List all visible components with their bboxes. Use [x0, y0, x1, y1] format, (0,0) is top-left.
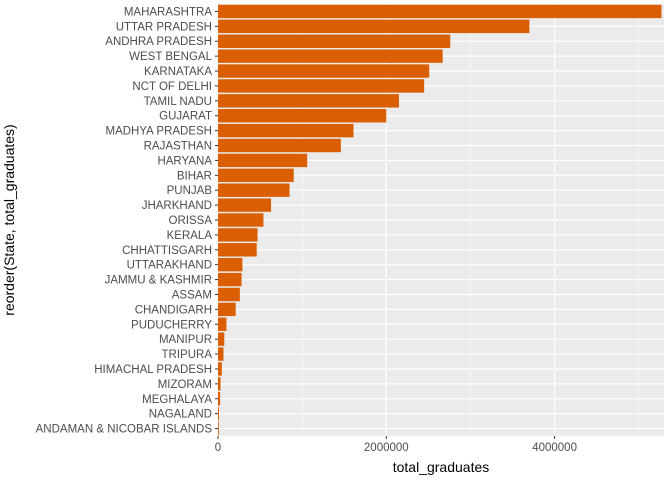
y-tick-label: ANDHRA PRADESH [105, 36, 212, 48]
y-tick-label: HARYANA [157, 155, 212, 167]
bar [218, 317, 227, 331]
bar [218, 183, 290, 197]
y-tick-label: PUNJAB [167, 185, 213, 197]
x-tick-label: 4000000 [532, 442, 577, 454]
y-tick-label: PUDUCHERRY [131, 319, 212, 331]
y-tick-label: NAGALAND [149, 409, 212, 421]
bar [218, 49, 443, 63]
bar [218, 94, 399, 108]
bar [218, 213, 264, 227]
bar [218, 34, 451, 48]
y-tick-label: MANIPUR [159, 334, 212, 346]
y-tick-label: TRIPURA [162, 349, 213, 361]
y-tick-label: RAJASTHAN [144, 141, 212, 153]
bars [218, 4, 662, 436]
y-tick-label: TAMIL NADU [144, 96, 212, 108]
bar [218, 168, 294, 183]
bar [218, 109, 387, 123]
y-tick-label: ORISSA [169, 215, 213, 227]
y-tick-label: UTTAR PRADESH [116, 21, 212, 33]
bar [218, 257, 243, 272]
bar [218, 332, 225, 346]
y-tick-label: ANDAMAN & NICOBAR ISLANDS [36, 424, 213, 436]
y-tick-label: KARNATAKA [144, 66, 212, 78]
bar [218, 287, 240, 302]
bar [218, 153, 308, 168]
y-tick-label: KERALA [167, 230, 213, 242]
x-tick-label: 2000000 [364, 442, 409, 454]
x-axis-ticks: 0 2000000 4000000 [215, 436, 577, 454]
y-tick-label: CHHATTISGARH [122, 245, 212, 257]
y-tick-label: UTTARAKHAND [127, 260, 212, 272]
y-tick-label: MEGHALAYA [142, 394, 212, 406]
bar [218, 302, 236, 317]
y-tick-label: HIMACHAL PRADESH [94, 364, 212, 376]
y-tick-label: JAMMU & KASHMIR [105, 275, 212, 287]
y-tick-label: MADHYA PRADESH [105, 126, 212, 138]
bar [218, 406, 220, 421]
y-axis-title: reorder(State, total_graduates) [1, 124, 17, 315]
bar [218, 228, 258, 242]
bar [218, 272, 242, 287]
bar [218, 421, 219, 436]
y-tick-label: MAHARASHTRA [124, 6, 213, 18]
bar [218, 243, 257, 257]
y-tick-label: WEST BENGAL [129, 51, 212, 63]
bar [218, 347, 224, 361]
y-tick-label: MIZORAM [158, 379, 212, 391]
y-tick-label: CHANDIGARH [135, 304, 212, 316]
bar [218, 377, 221, 391]
y-tick-label: JHARKHAND [142, 200, 212, 212]
bar [218, 19, 530, 34]
y-axis-ticks: MAHARASHTRA UTTAR PRADESH ANDHRA PRADESH WE… [36, 6, 218, 436]
bar [218, 123, 354, 138]
x-axis-title: total_graduates [393, 459, 490, 475]
bar [218, 4, 662, 19]
bar [218, 79, 425, 93]
bar [218, 392, 221, 406]
bar [218, 362, 222, 376]
bar [218, 64, 430, 78]
y-tick-label: GUJARAT [159, 111, 212, 123]
y-tick-label: ASSAM [172, 289, 212, 301]
bar [218, 198, 272, 212]
x-tick-label: 0 [215, 442, 221, 454]
y-tick-label: NCT OF DELHI [132, 81, 212, 93]
y-tick-label: BIHAR [177, 170, 212, 182]
bar [218, 138, 341, 153]
